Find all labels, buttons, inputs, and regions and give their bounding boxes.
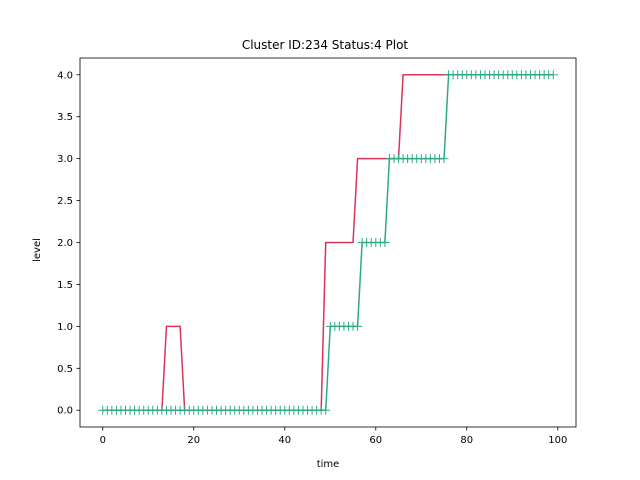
axes-layer: 0 20 40 60 80 100 0.0 0.5 1.0 1.5 2.0 2.5 3.0 3.5 4.0	[57, 57, 577, 446]
y-tick-label: 3.5	[57, 112, 73, 123]
x-tick-label: 20	[187, 435, 200, 446]
series-2-marker	[439, 154, 449, 164]
y-tick-label: 0.5	[57, 364, 73, 375]
series-1-line	[102, 74, 554, 411]
x-tick-label: 0	[100, 435, 106, 446]
y-tick-label: 4.0	[57, 70, 73, 81]
x-tick-label: 80	[460, 435, 473, 446]
x-tick-label: 40	[278, 435, 291, 446]
series-layer	[98, 70, 558, 415]
y-tick-label: 1.0	[57, 322, 73, 333]
y-tick-label: 0.0	[57, 406, 73, 417]
series-2-marker	[321, 405, 331, 415]
x-axis-label: time	[317, 459, 340, 470]
chart-title: Cluster ID:234 Status:4 Plot	[242, 38, 409, 52]
series-2-marker	[380, 238, 390, 247]
y-tick-label: 1.5	[57, 280, 73, 291]
y-tick-label: 3.0	[57, 154, 73, 165]
x-tick-label: 100	[548, 435, 567, 446]
y-tick-label: 2.5	[57, 196, 73, 207]
series-2-marker	[548, 70, 558, 80]
y-tick-label: 2.0	[57, 238, 73, 249]
y-axis-label: level	[32, 238, 43, 262]
series-2-marker	[353, 321, 363, 331]
x-tick-label: 60	[369, 435, 382, 446]
